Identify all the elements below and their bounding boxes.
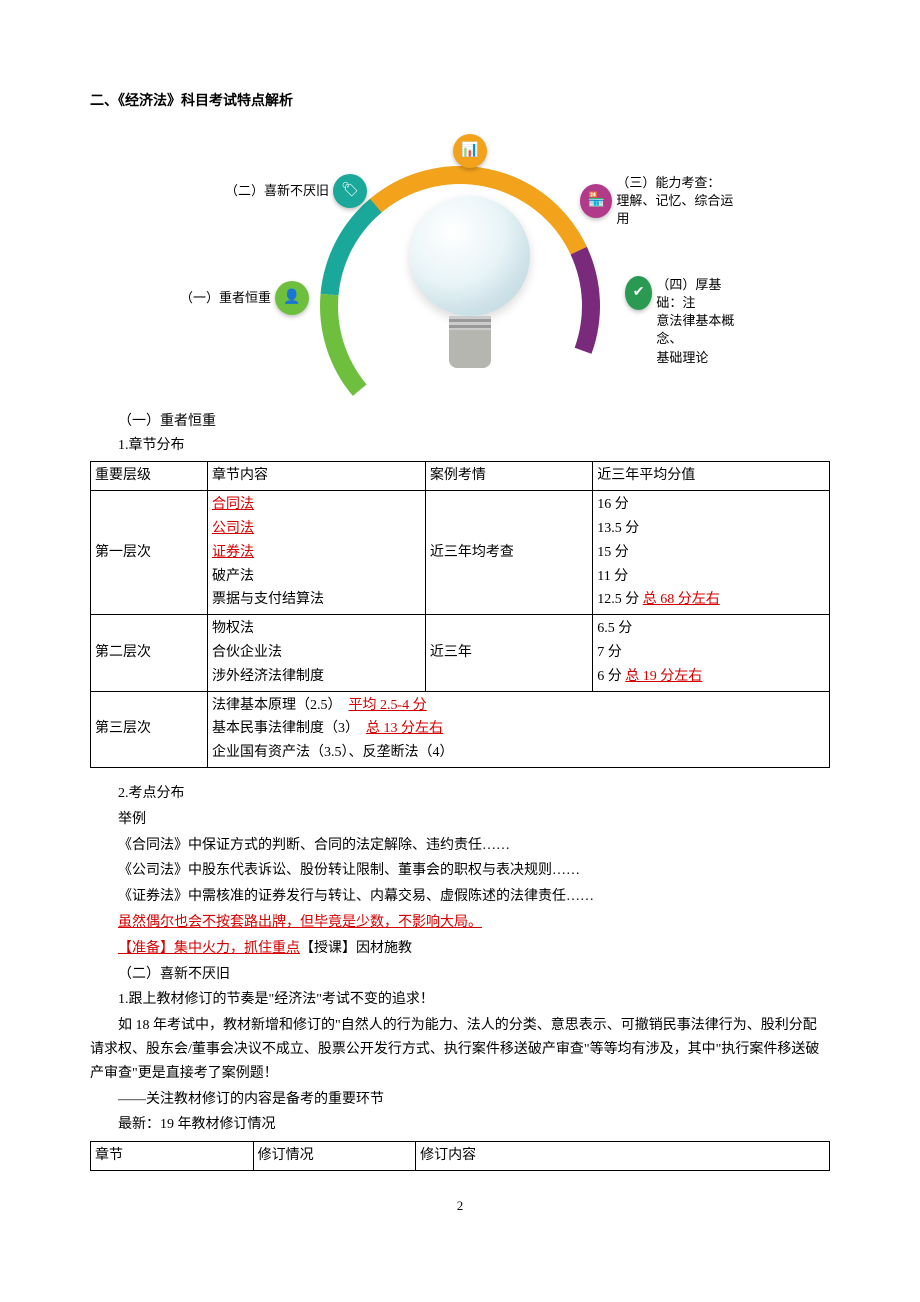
plain-text: 物权法 bbox=[212, 617, 421, 641]
table-cell: 近三年均考查 bbox=[425, 491, 592, 615]
total-text: 总 19 分左右 bbox=[625, 669, 702, 684]
concept-diagram: （一）重者恒重 👤 （二）喜新不厌旧 🏷 📊 🏪 （三）能力考查： 理解、记忆、… bbox=[180, 126, 740, 386]
link-text: 证券法 bbox=[212, 545, 254, 560]
highlight-text: 【准备】集中火力，抓住重点 bbox=[118, 941, 300, 956]
lightbulb-icon bbox=[410, 196, 530, 386]
table-cell: 6.5 分 7 分 6 分 总 19 分左右 bbox=[593, 615, 830, 691]
body-text: 《公司法》中股东代表诉讼、股份转让限制、董事会的职权与表决规则…… bbox=[90, 859, 830, 883]
total-text: 总 68 分左右 bbox=[643, 592, 720, 607]
diagram-node-1: （一）重者恒重 👤 bbox=[180, 281, 309, 315]
table-header: 重要层级 bbox=[91, 462, 208, 491]
node-label: （二）喜新不厌旧 bbox=[225, 182, 329, 200]
table-header-row: 章节 修订情况 修订内容 bbox=[91, 1142, 830, 1171]
diagram-node-2: （二）喜新不厌旧 🏷 bbox=[225, 174, 367, 208]
table-cell: 法律基本原理（2.5） 平均 2.5-4 分 基本民事法律制度（3） 总 13 … bbox=[208, 691, 830, 767]
plain-text: 基本民事法律制度（3） bbox=[212, 721, 352, 736]
list-item: 2.考点分布 bbox=[90, 782, 830, 806]
table-cell: 近三年 bbox=[425, 615, 592, 691]
score-text: 13.5 分 bbox=[597, 517, 825, 541]
highlight-text: 虽然偶尔也会不按套路出牌，但毕竟是少数，不影响大局。 bbox=[118, 915, 482, 930]
node-label: （四）厚基础：注 意法律基本概念、 基础理论 bbox=[656, 276, 740, 367]
table-cell: 16 分 13.5 分 15 分 11 分 12.5 分 总 68 分左右 bbox=[593, 491, 830, 615]
plain-text: 破产法 bbox=[212, 565, 421, 589]
plain-text: 法律基本原理（2.5） bbox=[212, 698, 335, 713]
list-item: 1.跟上教材修订的节奏是"经济法"考试不变的追求！ bbox=[90, 988, 830, 1012]
table-header: 章节 bbox=[91, 1142, 254, 1171]
table-cell: 物权法 合伙企业法 涉外经济法律制度 bbox=[208, 615, 426, 691]
table-row: 第一层次 合同法 公司法 证券法 破产法 票据与支付结算法 近三年均考查 16 … bbox=[91, 491, 830, 615]
body-text: 如 18 年考试中，教材新增和修订的"自然人的行为能力、法人的分类、意思表示、可… bbox=[90, 1014, 830, 1085]
table-cell: 合同法 公司法 证券法 破产法 票据与支付结算法 bbox=[208, 491, 426, 615]
score-text: 15 分 bbox=[597, 541, 825, 565]
body-text: 【授课】因材施教 bbox=[300, 941, 412, 956]
chapter-table: 重要层级 章节内容 案例考情 近三年平均分值 第一层次 合同法 公司法 证券法 … bbox=[90, 461, 830, 768]
table-header: 近三年平均分值 bbox=[593, 462, 830, 491]
score-text: 16 分 bbox=[597, 493, 825, 517]
plain-text: 票据与支付结算法 bbox=[212, 588, 421, 612]
table-header-row: 重要层级 章节内容 案例考情 近三年平均分值 bbox=[91, 462, 830, 491]
score-text: 12.5 分 bbox=[597, 592, 643, 607]
body-text: ——关注教材修订的内容是备考的重要环节 bbox=[90, 1088, 830, 1112]
plain-text: 涉外经济法律制度 bbox=[212, 665, 421, 689]
diagram-node-4: 🏪 （三）能力考查： 理解、记忆、综合运用 bbox=[580, 174, 740, 229]
highlight-text: 平均 2.5-4 分 bbox=[349, 698, 427, 713]
node-label: （一）重者恒重 bbox=[180, 289, 271, 307]
body-text: 《合同法》中保证方式的判断、合同的法定解除、违约责任…… bbox=[90, 834, 830, 858]
table-cell: 第三层次 bbox=[91, 691, 208, 767]
tag-icon: 🏷 bbox=[333, 174, 367, 208]
table-header: 修订情况 bbox=[253, 1142, 416, 1171]
revision-table: 章节 修订情况 修订内容 bbox=[90, 1141, 830, 1171]
score-text: 6 分 bbox=[597, 669, 625, 684]
chart-icon: 📊 bbox=[453, 134, 487, 168]
section-title: 二、《经济法》科目考试特点解析 bbox=[90, 90, 830, 114]
table-header: 修订内容 bbox=[416, 1142, 830, 1171]
body-text: 最新：19 年教材修订情况 bbox=[90, 1113, 830, 1137]
table-row: 第三层次 法律基本原理（2.5） 平均 2.5-4 分 基本民事法律制度（3） … bbox=[91, 691, 830, 767]
table-header: 章节内容 bbox=[208, 462, 426, 491]
person-icon: 👤 bbox=[275, 281, 309, 315]
check-icon: ✔ bbox=[625, 276, 652, 310]
plain-text: 合伙企业法 bbox=[212, 641, 421, 665]
page-number: 2 bbox=[90, 1195, 830, 1217]
table-header: 案例考情 bbox=[425, 462, 592, 491]
table-cell: 第二层次 bbox=[91, 615, 208, 691]
node-label: （三）能力考查： 理解、记忆、综合运用 bbox=[616, 174, 740, 229]
link-text: 合同法 bbox=[212, 497, 254, 512]
score-text: 7 分 bbox=[597, 641, 825, 665]
highlight-text: 总 13 分左右 bbox=[366, 721, 443, 736]
score-text: 6.5 分 bbox=[597, 617, 825, 641]
link-text: 公司法 bbox=[212, 521, 254, 536]
table-cell: 第一层次 bbox=[91, 491, 208, 615]
diagram-node-5: ✔ （四）厚基础：注 意法律基本概念、 基础理论 bbox=[625, 276, 740, 367]
example-label: 举例 bbox=[90, 808, 830, 832]
score-text: 11 分 bbox=[597, 565, 825, 589]
plain-text: 企业国有资产法（3.5）、反垄断法（4） bbox=[212, 741, 825, 765]
store-icon: 🏪 bbox=[580, 184, 612, 218]
subsection-heading: （二）喜新不厌旧 bbox=[90, 963, 830, 987]
table-row: 第二层次 物权法 合伙企业法 涉外经济法律制度 近三年 6.5 分 7 分 6 … bbox=[91, 615, 830, 691]
body-text: 《证券法》中需核准的证券发行与转让、内幕交易、虚假陈述的法律责任…… bbox=[90, 885, 830, 909]
diagram-node-3: 📊 bbox=[453, 134, 487, 168]
